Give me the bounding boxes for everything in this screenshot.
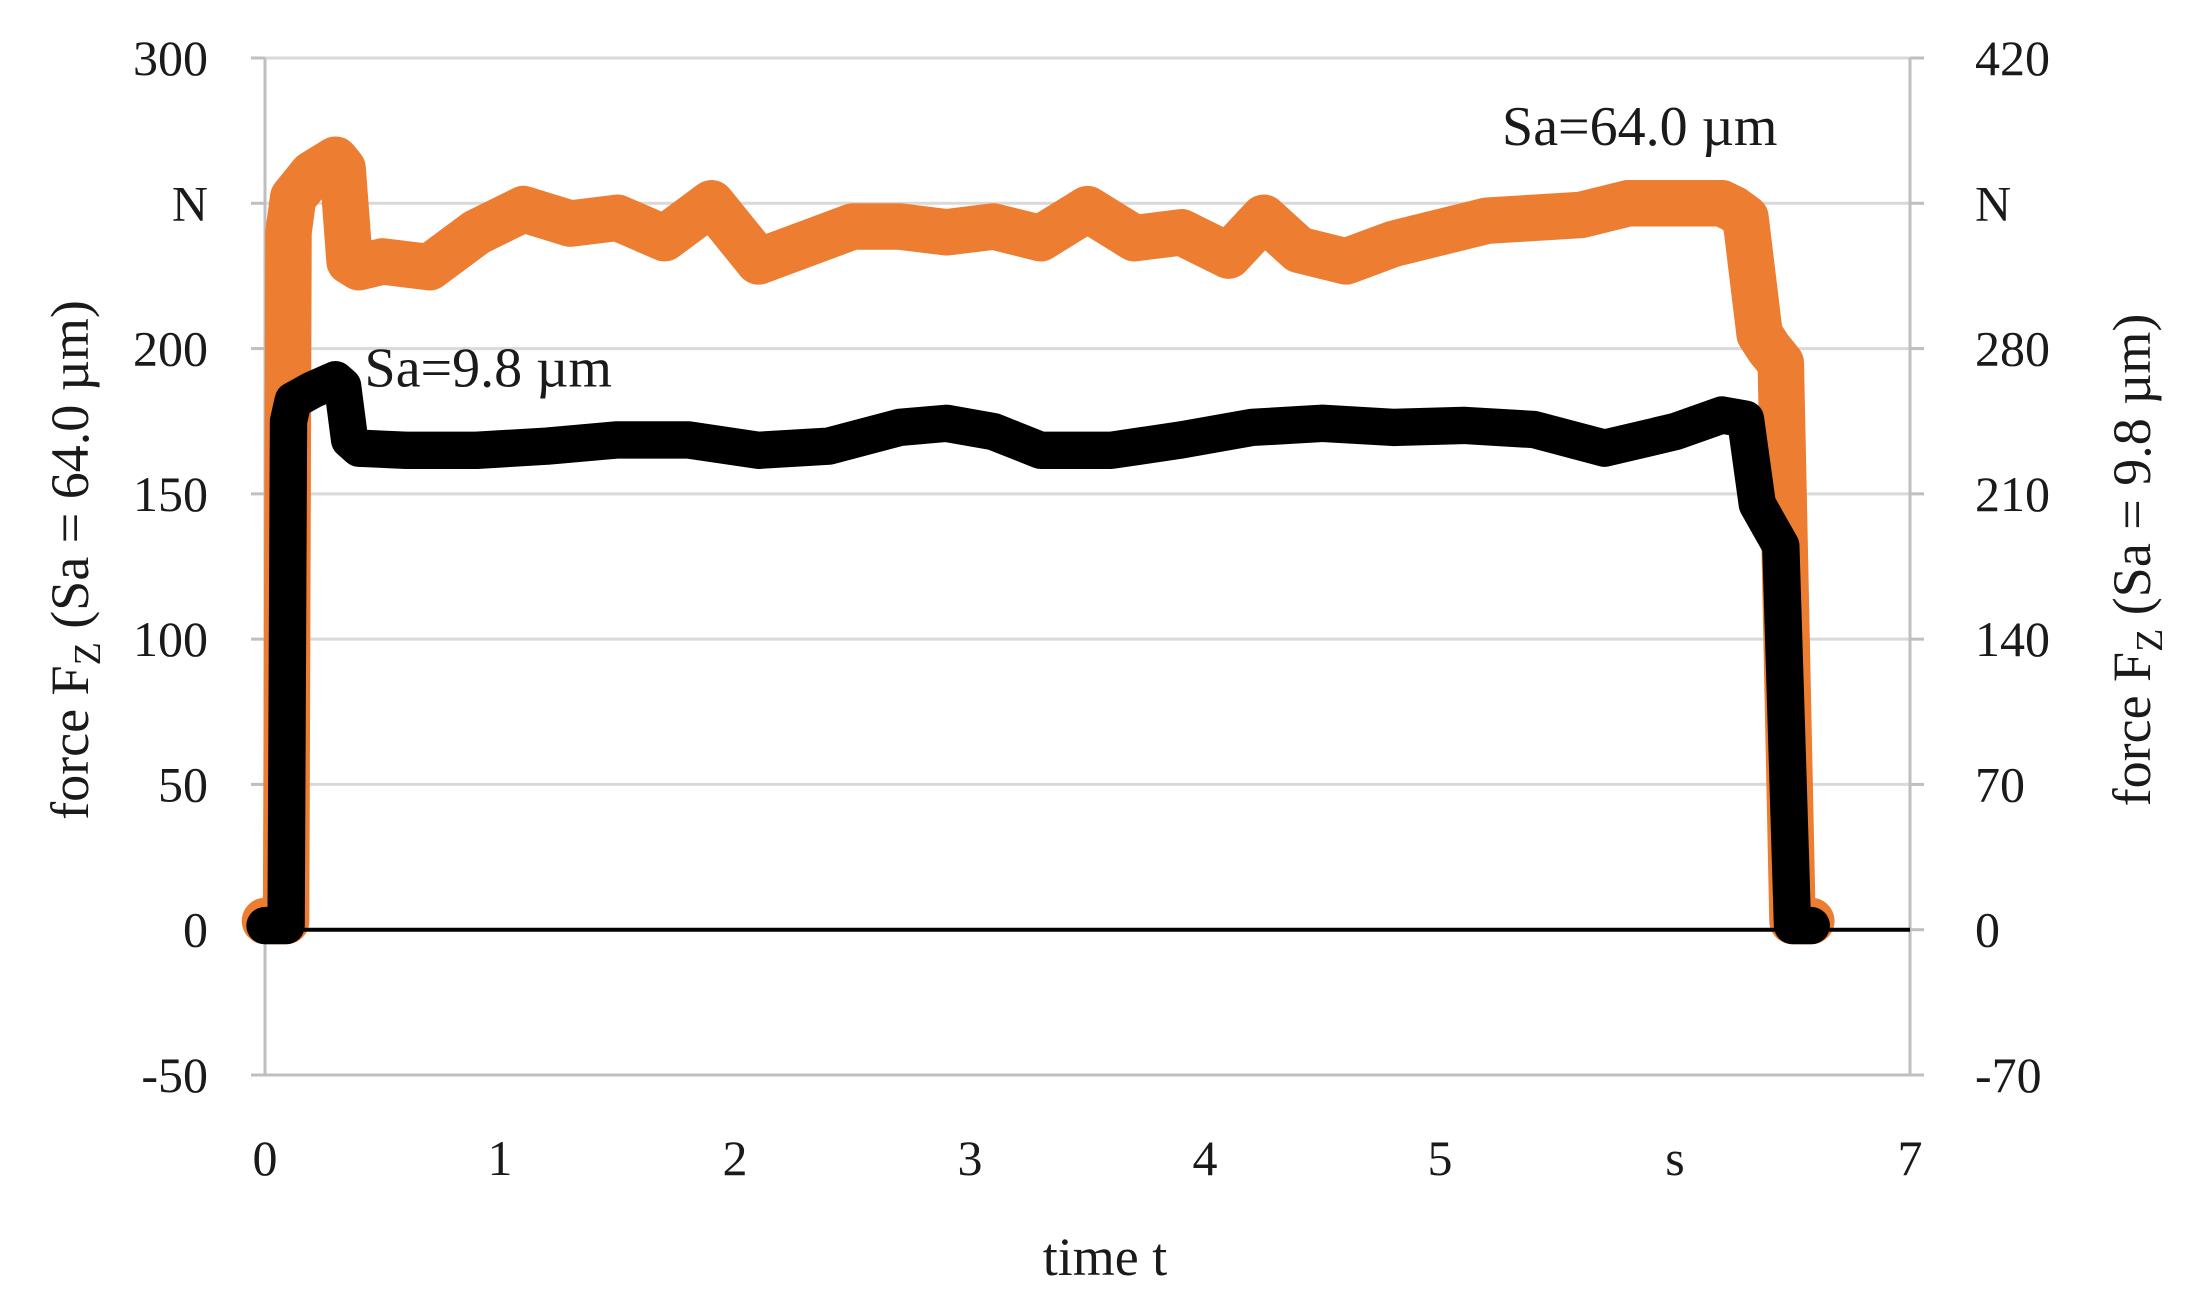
y-tick-right: 70 [1975,756,2025,812]
y-axis-title-right-main: force F [2102,652,2162,806]
series-annotation: Sa=64.0 µm [1502,96,1777,158]
y-tick-left: 300 [133,30,208,86]
y-tick-left: 0 [183,902,208,958]
tick-labels: -50 0 50 100 150 200 N 300 -70 0 70 140 210 280 N 420 0 1… [133,30,2050,1186]
annotations: Sa=64.0 µm Sa=9.8 µm [365,96,1778,399]
series-texture-sa-64 [265,157,1812,923]
y-tick-left: 100 [133,611,208,667]
y-axis-title-left: force FZ (Sa = 64.0 µm) [40,300,109,820]
x-axis-title: time t [1043,1227,1167,1287]
y-axis-title-left-rest: (Sa = 64.0 µm) [40,300,100,642]
y-tick-left: -50 [141,1047,208,1103]
x-tick: 0 [253,1130,278,1186]
x-tick: s [1665,1130,1684,1186]
y-tick-left: 200 [133,321,208,377]
series-layer [241,136,1835,945]
y-tick-right: N [1975,175,2011,231]
y-tick-right: -70 [1975,1047,2042,1103]
x-tick: 3 [958,1130,983,1186]
y-axis-title-left-main: force F [40,665,100,819]
y-axis-title-right-sub: Z [2129,629,2171,652]
y-tick-left: N [172,175,208,231]
y-tick-left: 150 [133,466,208,522]
x-tick: 4 [1193,1130,1218,1186]
y-tick-right: 420 [1975,30,2050,86]
y-tick-left: 50 [158,756,208,812]
y-axis-title-left-sub: Z [67,642,109,665]
series-texture-sa-9-8 [265,377,1812,928]
y-axis-title-right-rest: (Sa = 9.8 µm) [2102,314,2162,629]
x-tick: 7 [1898,1130,1923,1186]
x-tick: 2 [723,1130,748,1186]
y-tick-right: 0 [1975,902,2000,958]
series-line-sa-9-8 [246,361,1830,945]
series-line-sa-64 [241,136,1835,945]
x-tick: 1 [488,1130,513,1186]
y-axis-title-right: force FZ (Sa = 9.8 µm) [2102,314,2171,807]
y-tick-right: 210 [1975,466,2050,522]
x-tick: 5 [1428,1130,1453,1186]
series-annotation: Sa=9.8 µm [365,337,612,399]
y-tick-right: 140 [1975,611,2050,667]
y-tick-right: 280 [1975,321,2050,377]
